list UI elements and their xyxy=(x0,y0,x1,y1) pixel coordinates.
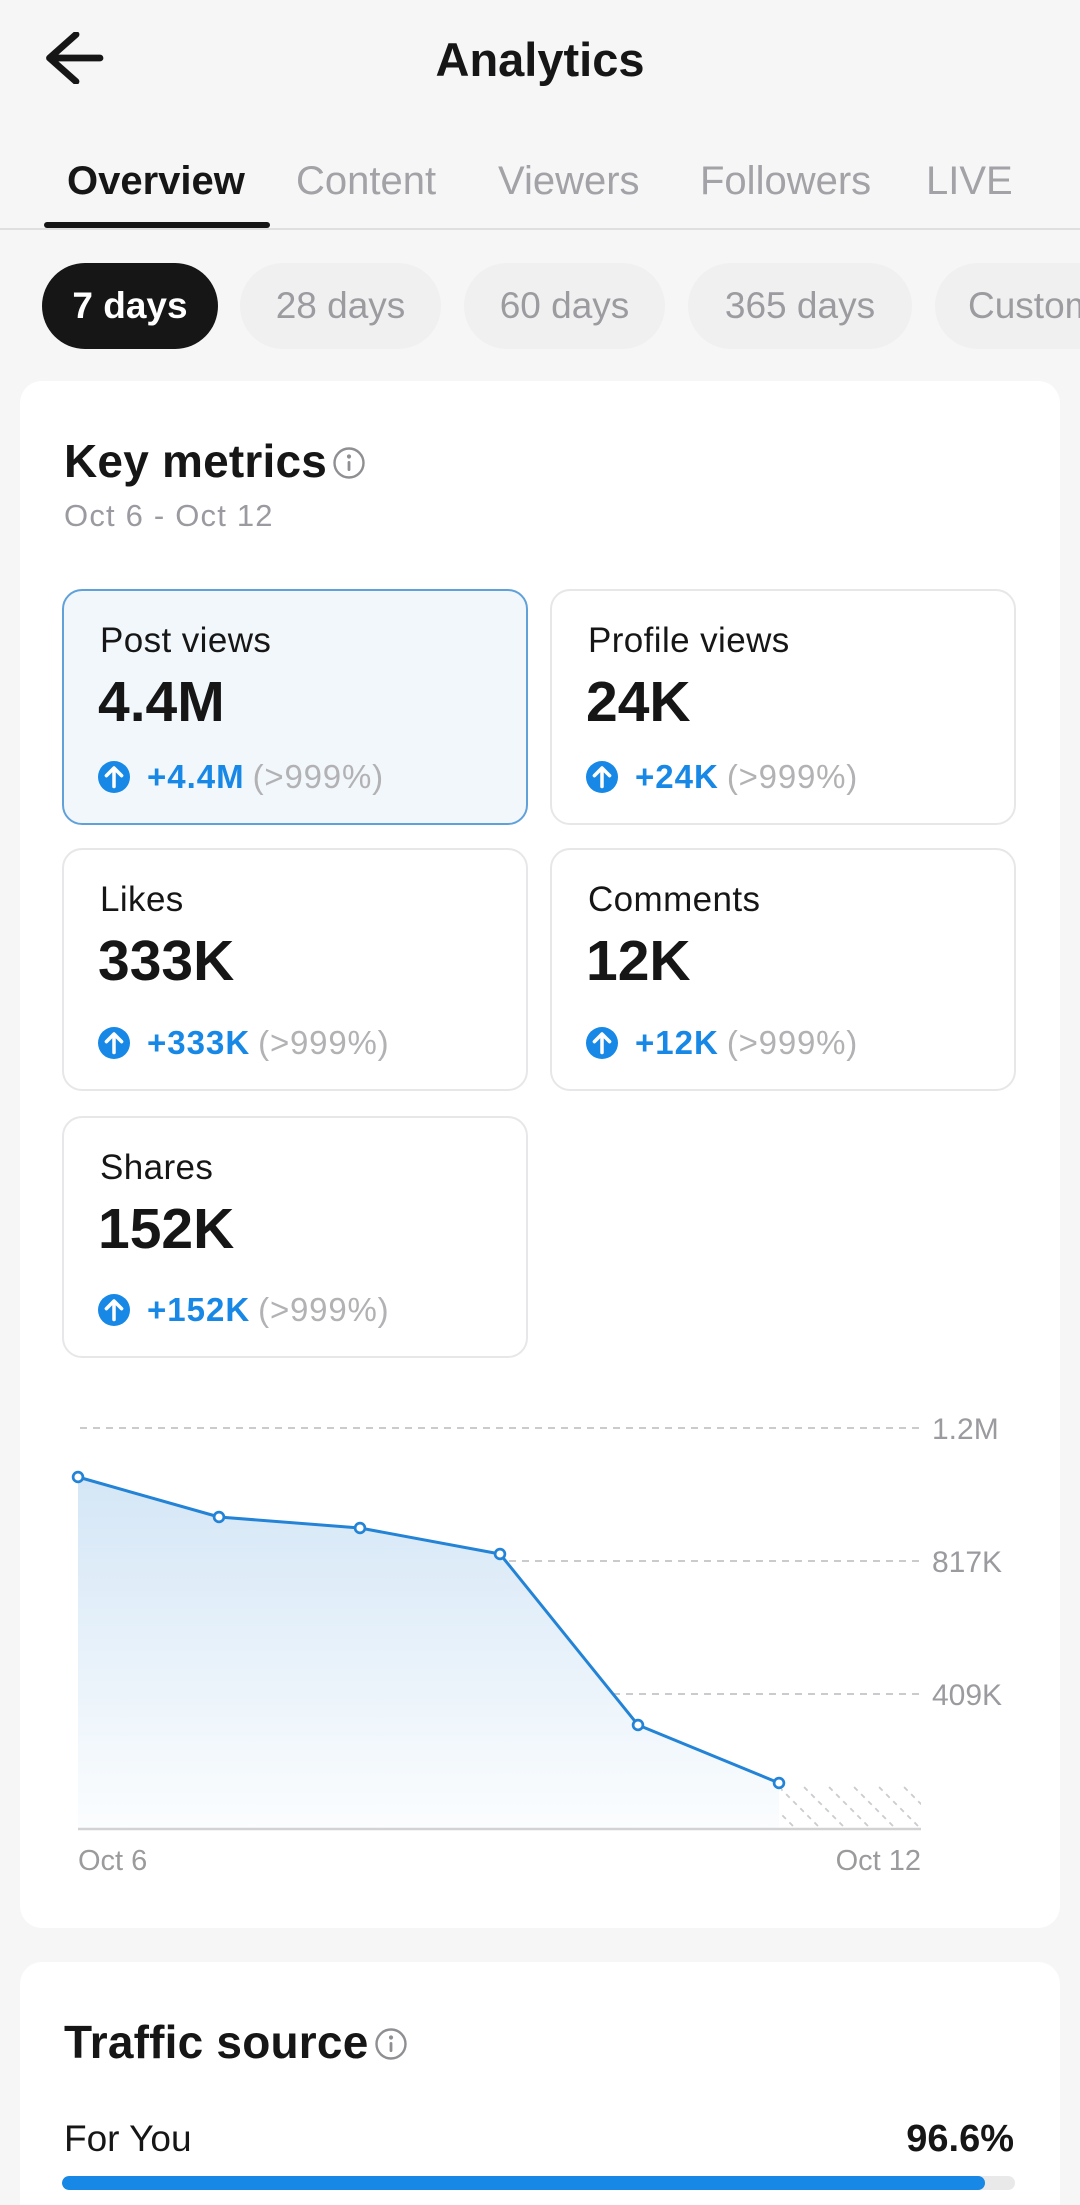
svg-text:1.2M: 1.2M xyxy=(932,1413,999,1446)
svg-text:817K: 817K xyxy=(932,1546,1002,1579)
svg-text:Oct 6: Oct 6 xyxy=(78,1845,147,1877)
svg-text:Oct 12: Oct 12 xyxy=(836,1845,921,1877)
svg-text:409K: 409K xyxy=(932,1679,1002,1712)
